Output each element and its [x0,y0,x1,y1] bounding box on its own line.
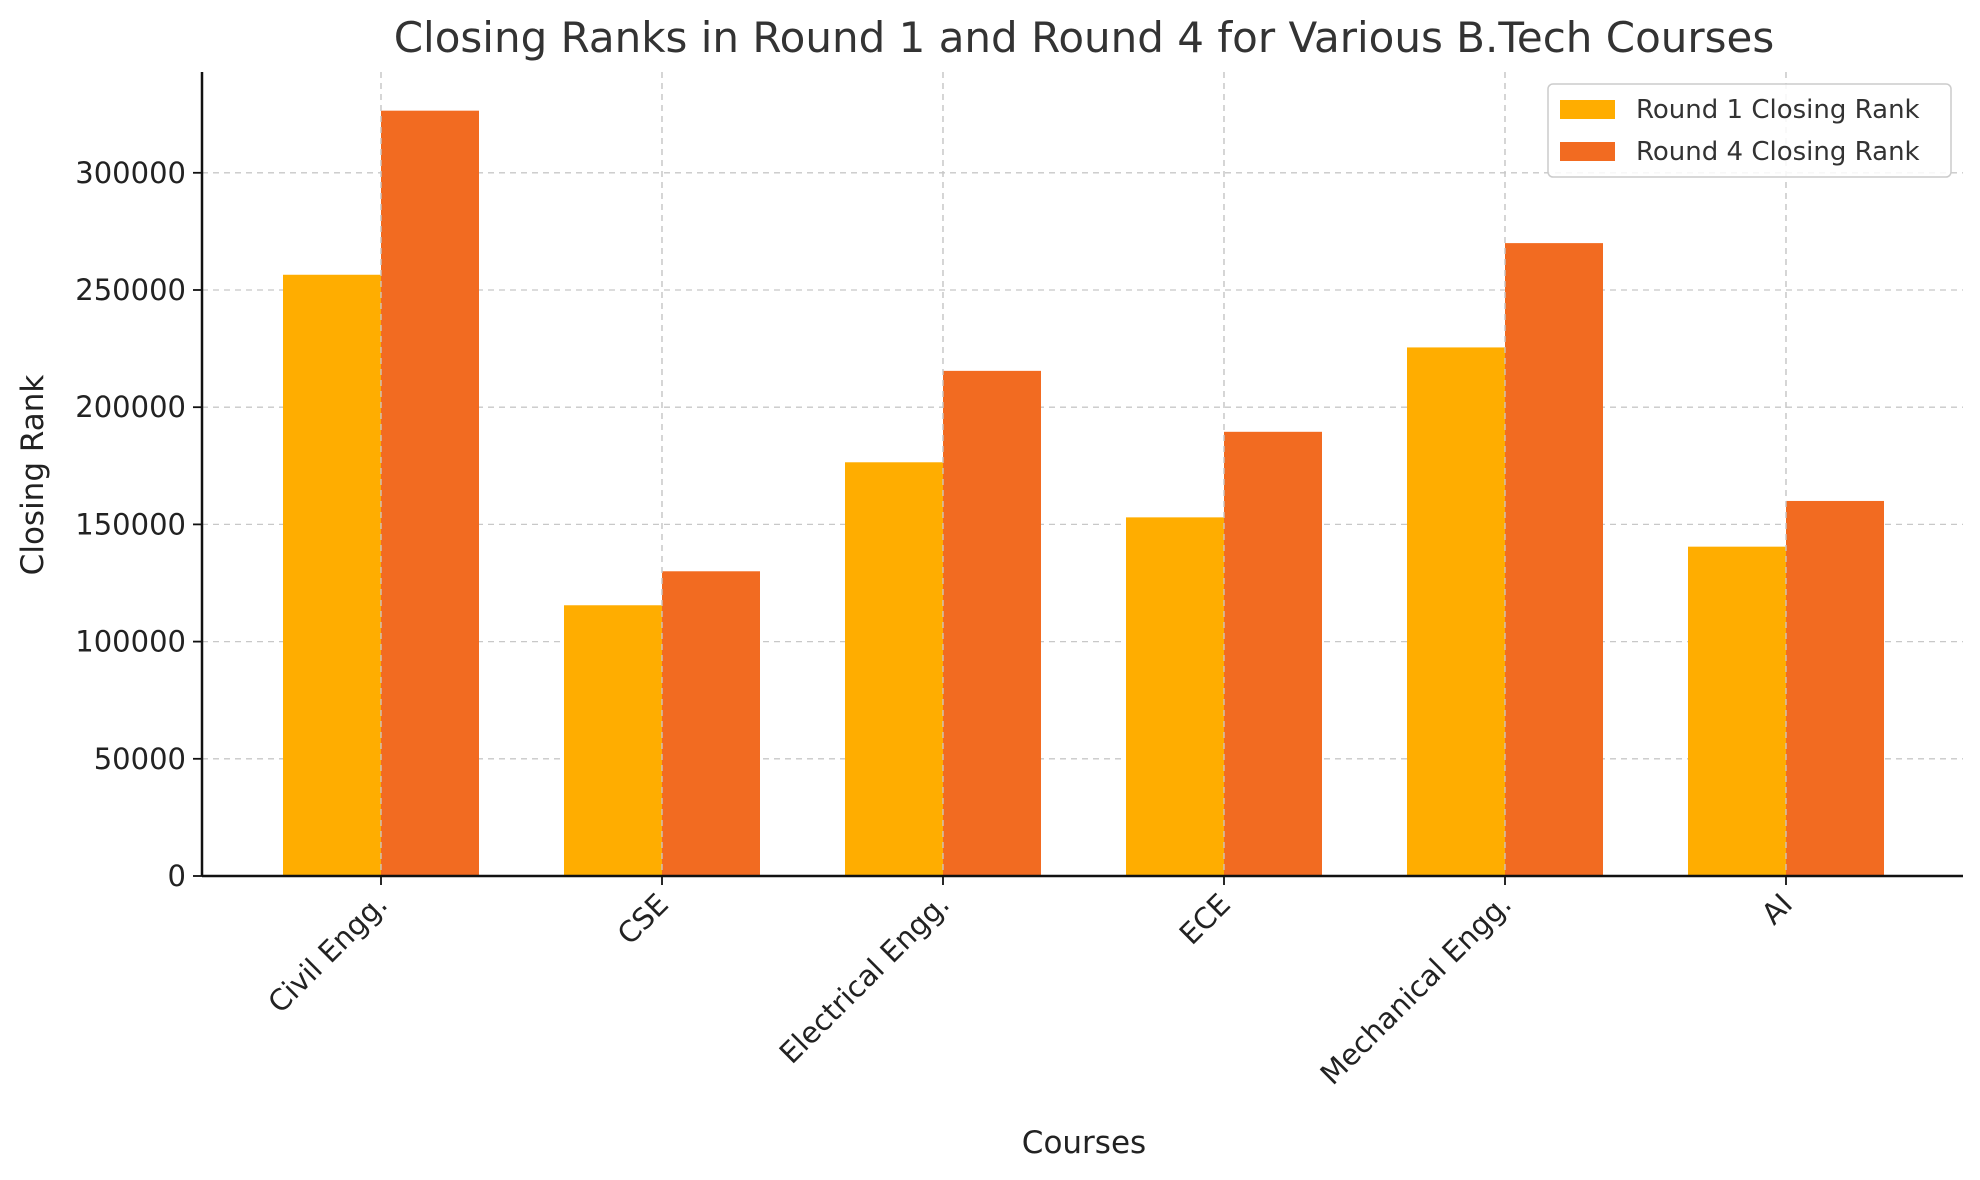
y-tick-label-5: 250000 [75,273,186,307]
bar-series1-5 [1688,546,1786,876]
y-tick-label-6: 300000 [75,156,186,190]
legend-swatch-2 [1560,142,1615,161]
x-tick-label-5: AI [1755,887,1799,931]
y-tick-label-1: 50000 [94,742,186,776]
x-axis-label: Courses [1022,1125,1146,1161]
y-axis-label: Closing Rank [15,375,51,576]
bar-series1-1 [564,605,662,876]
bar-series1-2 [845,462,943,876]
bar-series1-4 [1407,347,1505,876]
bar-layer [283,72,1884,876]
x-tick-label-0: Civil Engg. [261,887,394,1020]
x-tick-label-2: Electrical Engg. [773,887,956,1070]
bar-series1-0 [283,274,381,876]
y-tick-label-0: 0 [168,859,186,893]
y-tick-label-2: 100000 [75,625,186,659]
legend-label-2: Round 4 Closing Rank [1636,137,1920,167]
legend-swatch-1 [1560,100,1615,119]
bar-series2-3 [1224,431,1322,876]
y-tick-label-3: 150000 [75,507,186,541]
chart-title: Closing Ranks in Round 1 and Round 4 for… [394,13,1775,62]
bar-series2-4 [1505,243,1603,876]
x-tick-label-4: Mechanical Engg. [1314,887,1518,1091]
legend-label-1: Round 1 Closing Rank [1636,95,1920,125]
bar-series2-0 [381,110,479,876]
y-tick-label-4: 200000 [75,390,186,424]
legend: Round 1 Closing Rank Round 4 Closing Rank [1547,83,1952,178]
bar-series2-2 [943,370,1041,876]
bar-series1-3 [1126,517,1224,876]
bar-series2-5 [1786,500,1884,876]
bar-series2-1 [662,571,760,876]
legend-box [1547,83,1952,178]
x-tick-label-3: ECE [1173,887,1237,951]
x-tick-label-1: CSE [611,887,675,951]
